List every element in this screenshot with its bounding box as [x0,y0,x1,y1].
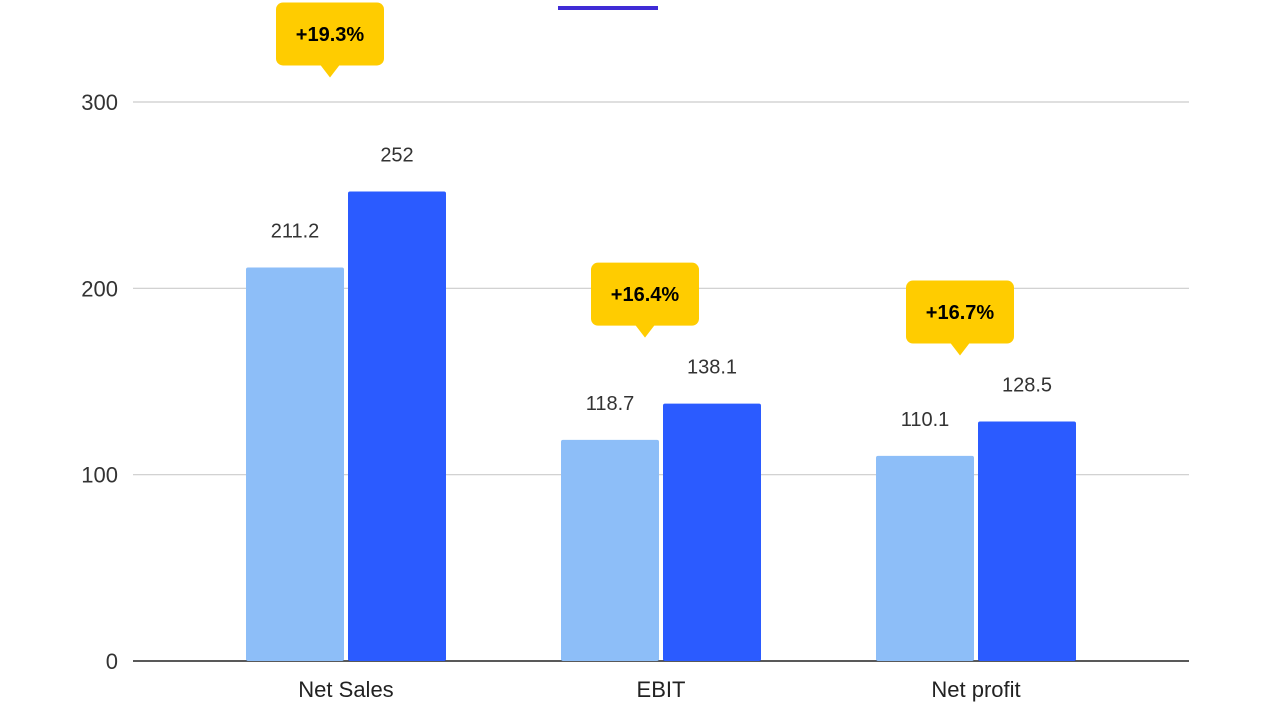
bar-series2-net-profit [978,421,1076,661]
y-tick-label: 0 [106,649,118,674]
bar-layer [246,191,1076,661]
growth-badge: +16.7% [906,280,1014,356]
bar-series2-net-sales [348,191,446,661]
bar-series1-net-sales [246,267,344,661]
badge-background [906,280,1014,344]
top-accent-bar [558,6,658,10]
badge-layer: +19.3% +16.4% +16.7% [276,2,1014,356]
bar-series1-ebit [561,439,659,661]
growth-badge: +19.3% [276,2,384,78]
data-label: 110.1 [901,409,950,431]
label-layer: 211.2 252 Net Sales 118.7 138.1 EBIT 110.1 128.… [271,144,1052,702]
y-tick-label: 300 [81,90,118,115]
badge-pointer [635,324,655,338]
badge-label: +19.3% [296,24,365,46]
badge-pointer [950,342,970,356]
data-label: 138.1 [687,357,737,379]
y-tick-label: 200 [81,276,118,301]
growth-badge: +16.4% [591,262,699,338]
badge-label: +16.4% [611,284,680,306]
data-label: 128.5 [1002,375,1052,397]
badge-background [276,2,384,66]
data-label: 252 [380,144,413,166]
y-tick-label: 100 [81,463,118,488]
x-tick-label: EBIT [637,677,686,702]
bar-series2-ebit [663,403,761,661]
bar-series1-net-profit [876,455,974,661]
badge-pointer [320,64,340,78]
badge-label: +16.7% [926,302,995,324]
data-label: 118.7 [586,393,635,415]
data-label: 211.2 [271,220,320,242]
badge-background [591,262,699,326]
x-tick-label: Net profit [931,677,1020,702]
x-tick-label: Net Sales [298,677,393,702]
